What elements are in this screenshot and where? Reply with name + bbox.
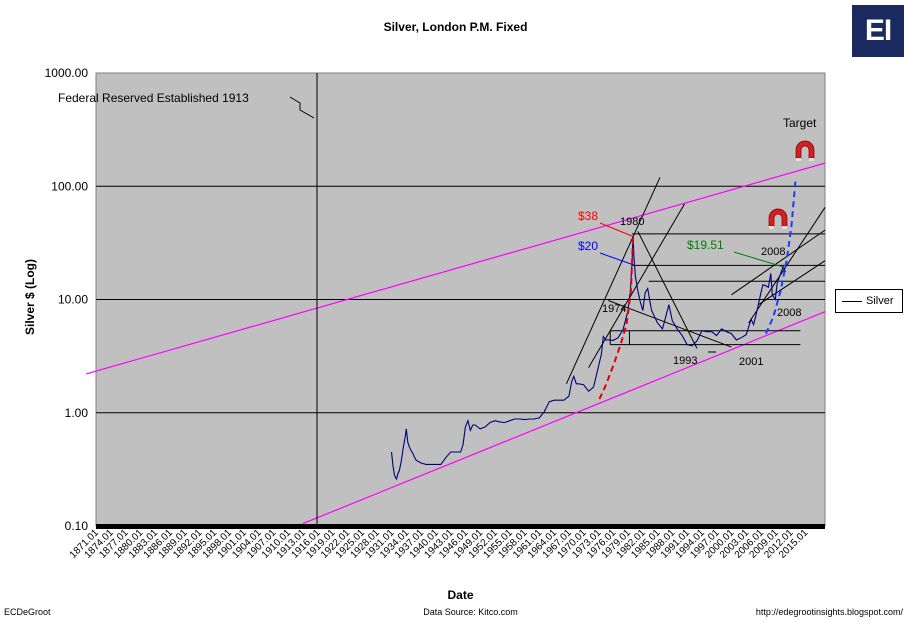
footer-author: ECDeGroot bbox=[4, 607, 51, 617]
target-label: Target bbox=[783, 116, 817, 130]
event-pointer bbox=[289, 96, 315, 119]
year-label: 1974 bbox=[602, 303, 626, 315]
y-tick-label: 100.00 bbox=[51, 179, 88, 193]
magnet-icon bbox=[795, 140, 815, 161]
chart-title: Silver, London P.M. Fixed bbox=[383, 20, 528, 34]
channel-line bbox=[302, 311, 826, 525]
ei-logo: EI bbox=[852, 5, 904, 57]
trend-line bbox=[748, 207, 826, 324]
x-axis: 1871.011874.011877.011880.011883.011886.… bbox=[68, 527, 811, 561]
price-pointer bbox=[733, 251, 783, 268]
year-label: 2008 bbox=[761, 246, 785, 258]
price-label: $19.51 bbox=[687, 238, 724, 252]
trend-line bbox=[637, 231, 698, 349]
year-label: 1993 bbox=[673, 355, 697, 367]
y-tick-label: 1000.00 bbox=[45, 66, 89, 80]
trend-line bbox=[758, 260, 826, 306]
year-label: 1980 bbox=[620, 216, 644, 228]
trend-line bbox=[731, 229, 826, 296]
price-pointer bbox=[599, 222, 634, 237]
magnet-icon bbox=[768, 208, 788, 229]
price-pointer bbox=[599, 252, 636, 266]
projection-red bbox=[598, 236, 635, 400]
x-axis-bar bbox=[96, 524, 825, 529]
x-axis-title: Date bbox=[447, 588, 474, 602]
footer-url: http://edegrootinsights.blogspot.com/ bbox=[755, 607, 903, 617]
y-tick-label: 1.00 bbox=[65, 406, 89, 420]
y-axis: 1000.00 100.00 10.00 1.00 0.10 bbox=[45, 66, 89, 533]
event-label: Federal Reserved Established 1913 bbox=[58, 91, 249, 105]
y-axis-title: Silver $ (Log) bbox=[23, 259, 37, 336]
channel-line bbox=[85, 162, 826, 375]
legend: Silver bbox=[835, 289, 903, 313]
year-label: 2008 bbox=[777, 307, 801, 319]
legend-swatch-silver bbox=[842, 300, 862, 302]
price-label: $20 bbox=[578, 239, 598, 253]
y-tick-label: 0.10 bbox=[65, 519, 89, 533]
silver-series-line bbox=[390, 236, 787, 481]
footer-source: Data Source: Kitco.com bbox=[423, 607, 518, 617]
year-label: 2001 bbox=[739, 356, 763, 368]
annotations: $38 $20 $19.51 1980 1974 1993 2001 2008 2008 Fede… bbox=[58, 91, 826, 525]
legend-label-silver: Silver bbox=[866, 295, 894, 307]
series bbox=[390, 181, 797, 481]
projection-blue bbox=[764, 181, 797, 335]
trend-line bbox=[565, 177, 661, 385]
y-tick-label: 10.00 bbox=[58, 293, 88, 307]
price-label: $38 bbox=[578, 209, 598, 223]
